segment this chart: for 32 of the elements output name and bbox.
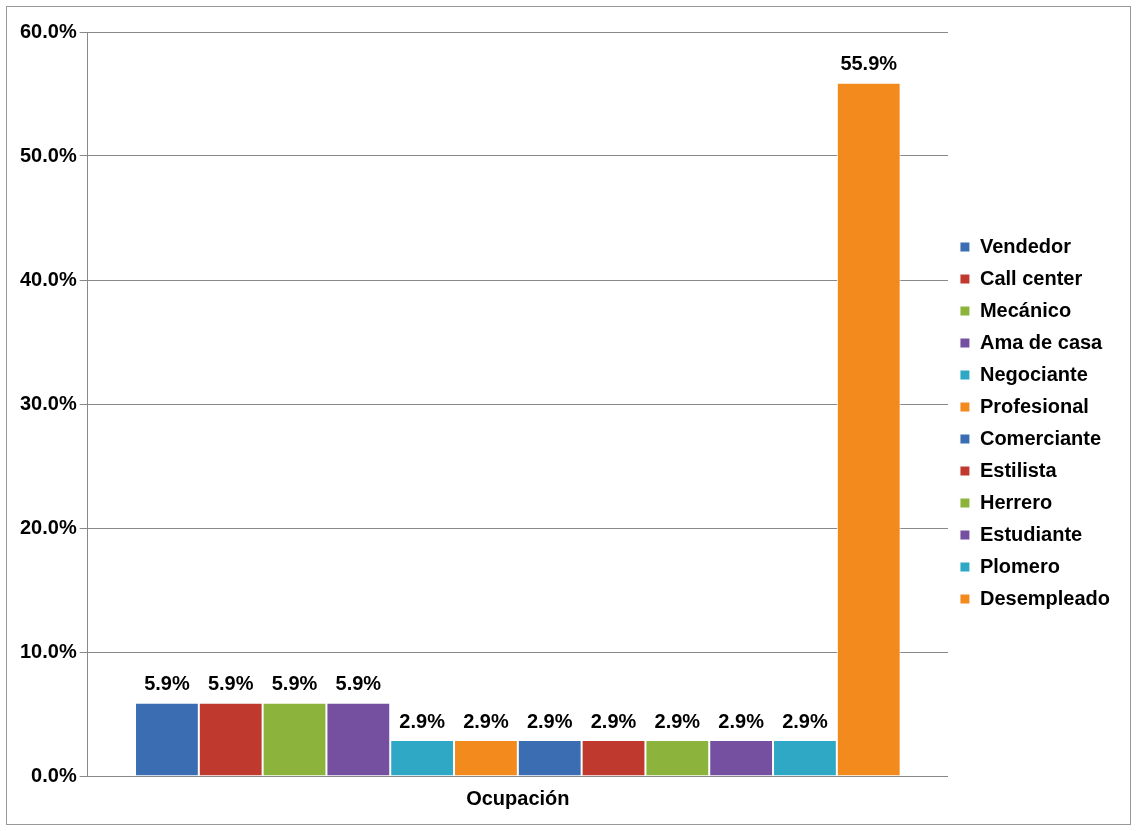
legend-label: Herrero bbox=[979, 490, 1053, 513]
data-label: 5.9% bbox=[335, 672, 382, 695]
data-label: 2.9% bbox=[526, 709, 573, 732]
legend-label: Desempleado bbox=[979, 586, 1111, 609]
legend-label: Profesional bbox=[979, 394, 1089, 417]
legend-label: Negociante bbox=[979, 362, 1088, 385]
x-tick-label: Ocupación bbox=[466, 786, 570, 809]
data-label: 2.9% bbox=[590, 709, 637, 732]
data-label: 55.9% bbox=[840, 52, 898, 75]
y-tick-label: 10.0% bbox=[19, 639, 77, 662]
legend-label: Call center bbox=[979, 266, 1083, 289]
data-label: 5.9% bbox=[144, 672, 190, 695]
y-tick-label: 0.0% bbox=[31, 763, 77, 786]
y-tick-label: 40.0% bbox=[19, 267, 77, 290]
legend-label: Plomero bbox=[979, 554, 1060, 577]
legend-label: Estilista bbox=[979, 458, 1058, 481]
y-tick-label: 50.0% bbox=[19, 143, 77, 166]
y-tick-label: 60.0% bbox=[19, 19, 77, 42]
y-tick-label: 30.0% bbox=[19, 391, 77, 414]
legend-label: Estudiante bbox=[979, 522, 1083, 545]
y-tick-label: 20.0% bbox=[19, 515, 77, 538]
data-label: 5.9% bbox=[207, 672, 254, 695]
legend-label: Comerciante bbox=[979, 426, 1102, 449]
data-label: 2.9% bbox=[654, 709, 701, 732]
legend-label: Mecánico bbox=[979, 298, 1072, 321]
data-label: 2.9% bbox=[399, 709, 446, 732]
data-label: 2.9% bbox=[463, 709, 509, 732]
legend-label: Vendedor bbox=[979, 234, 1072, 257]
data-label: 2.9% bbox=[718, 709, 765, 732]
legend-label: Ama de casa bbox=[979, 330, 1104, 353]
data-label: 2.9% bbox=[782, 709, 828, 732]
data-label: 5.9% bbox=[271, 672, 318, 695]
